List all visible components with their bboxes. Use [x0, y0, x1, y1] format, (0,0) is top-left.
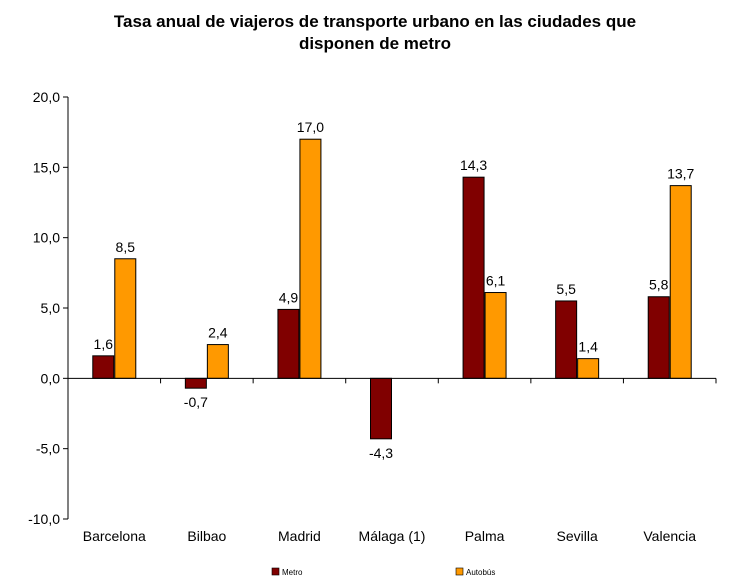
bar-autobs-1	[206, 344, 229, 379]
bar-metro-4	[462, 176, 485, 379]
bar-autobs-0	[114, 258, 137, 379]
bars	[92, 138, 692, 440]
y-tick-label: -10,0	[28, 511, 60, 527]
chart-title-line-2: disponen de metro	[298, 34, 452, 53]
y-tick-label: 15,0	[33, 159, 60, 175]
y-tick-label: 0,0	[41, 370, 61, 386]
data-label: 5,8	[649, 277, 669, 293]
data-label: 14,3	[460, 157, 487, 173]
legend-label: Autobús	[466, 568, 495, 577]
chart-title-line-1: Tasa anual de viajeros de transporte urb…	[113, 12, 637, 31]
bar-autobs-5	[577, 358, 600, 379]
bar-autobs-4	[484, 292, 507, 379]
y-tick-label: -5,0	[36, 441, 60, 457]
legend-label: Metro	[282, 568, 303, 577]
bar-metro-2	[277, 308, 300, 379]
y-tick-label: 10,0	[33, 230, 60, 246]
data-label: -4,3	[369, 445, 393, 461]
bar-metro-6	[647, 296, 670, 379]
data-label: 1,6	[94, 336, 114, 352]
x-category-label: Valencia	[643, 528, 696, 544]
bar-autobs-6	[669, 185, 692, 379]
legend-swatch	[455, 567, 464, 576]
bar-metro-0	[92, 355, 115, 379]
data-label: 4,9	[279, 289, 299, 305]
data-labels: 1,6 -0,7 4,9 -4,3 14,3 5,5 5,8 8,5 2,4 17,0 6,1 1,4…	[94, 119, 695, 461]
data-label: 13,7	[667, 166, 694, 182]
y-axis: 20,0 15,0 10,0 5,0 0,0 -5,0 -10,0	[28, 89, 69, 527]
x-axis: Barcelona Bilbao Madrid Málaga (1) Palma Sevi…	[67, 377, 717, 544]
data-label: -0,7	[184, 394, 208, 410]
x-category-label: Barcelona	[83, 528, 146, 544]
bar-autobs-2	[299, 138, 322, 379]
x-category-label: Sevilla	[557, 528, 598, 544]
bar-metro-1	[184, 377, 207, 389]
bar-metro-3	[370, 377, 392, 440]
data-label: 5,5	[556, 281, 576, 297]
y-tick-label: 20,0	[33, 89, 60, 105]
data-label: 6,1	[486, 273, 506, 289]
legend: Metro Autobús	[271, 567, 495, 577]
x-category-label: Málaga (1)	[359, 528, 426, 544]
data-label: 1,4	[578, 339, 598, 355]
y-tick-label: 5,0	[41, 300, 61, 316]
x-category-label: Palma	[465, 528, 505, 544]
data-label: 2,4	[208, 325, 228, 341]
data-label: 17,0	[297, 119, 324, 135]
data-label: 8,5	[116, 239, 136, 255]
x-category-label: Bilbao	[187, 528, 226, 544]
bar-metro-5	[555, 300, 578, 379]
x-category-label: Madrid	[278, 528, 321, 544]
legend-swatch	[271, 567, 280, 576]
